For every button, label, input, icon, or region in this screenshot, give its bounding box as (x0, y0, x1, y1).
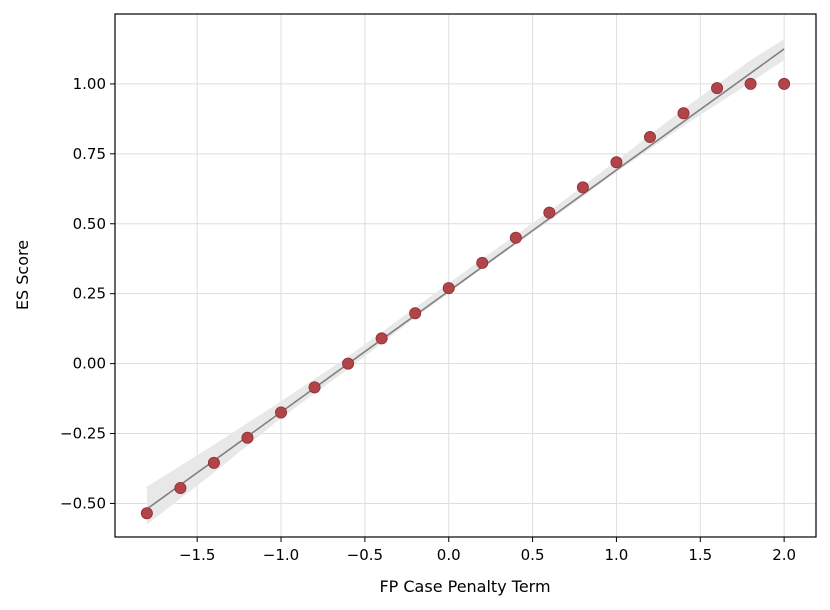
y-tick-label: 0.50 (73, 215, 106, 233)
y-tick-label: 0.25 (73, 285, 106, 303)
x-axis-label: FP Case Penalty Term (379, 577, 550, 596)
x-axis-ticks: −1.5 −1.0 −0.5 0.0 0.5 1.0 1.5 2.0 (179, 537, 796, 564)
confidence-band (146, 39, 785, 525)
x-tick-label: −1.0 (263, 546, 299, 564)
data-point (140, 507, 153, 520)
x-tick-label: 1.5 (688, 546, 712, 564)
data-point (778, 77, 791, 90)
y-tick-label: 0.00 (73, 355, 106, 373)
plot-area (114, 13, 817, 538)
data-point (241, 431, 254, 444)
data-point (174, 482, 187, 495)
data-point (744, 77, 757, 90)
data-point (375, 332, 388, 345)
data-point (677, 107, 690, 120)
data-point (643, 131, 656, 144)
x-tick-label: 0.0 (437, 546, 461, 564)
data-point (509, 231, 522, 244)
y-tick-label: 1.00 (73, 75, 106, 93)
data-point (207, 456, 220, 469)
y-axis-ticks: −0.50 −0.25 0.00 0.25 0.50 0.75 1.00 (60, 75, 115, 512)
regression-line (146, 48, 785, 510)
y-tick-label: −0.25 (60, 425, 106, 443)
data-point (476, 256, 489, 269)
y-axis-label: ES Score (13, 240, 32, 310)
y-tick-label: 0.75 (73, 145, 106, 163)
data-point (342, 357, 355, 370)
x-tick-label: −0.5 (347, 546, 383, 564)
x-tick-label: 1.0 (605, 546, 629, 564)
x-tick-label: −1.5 (179, 546, 215, 564)
data-point (543, 206, 556, 219)
data-point (576, 181, 589, 194)
data-point (409, 307, 422, 320)
x-tick-label: 2.0 (772, 546, 796, 564)
data-point (308, 381, 321, 394)
axes-frame (114, 13, 817, 538)
y-tick-label: −0.50 (60, 494, 106, 512)
data-point (275, 406, 288, 419)
data-point (711, 82, 724, 95)
data-point (610, 156, 623, 169)
x-tick-label: 0.5 (521, 546, 545, 564)
data-point (442, 282, 455, 295)
